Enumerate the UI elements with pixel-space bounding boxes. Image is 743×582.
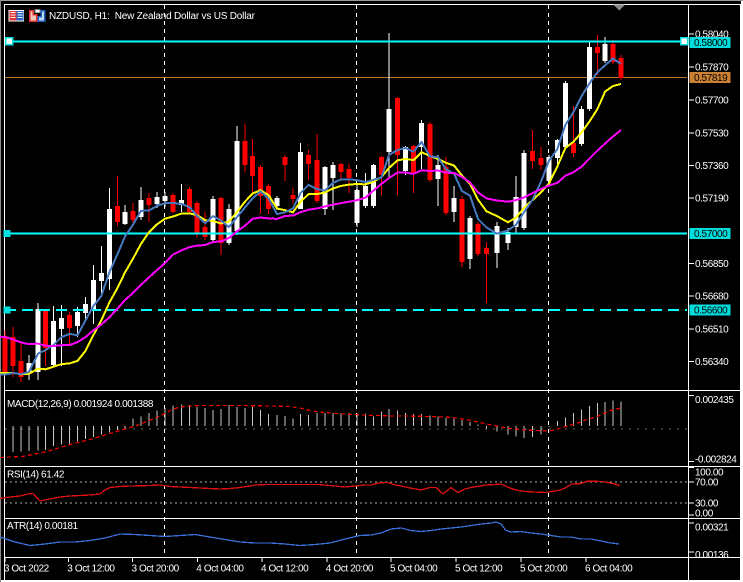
svg-text:100.00: 100.00 [695, 467, 724, 478]
svg-text:0.57000: 0.57000 [694, 229, 728, 240]
svg-text:MACD(12,26,9) 0.001924 0.00138: MACD(12,26,9) 0.001924 0.001388 [7, 399, 154, 410]
svg-text:0.57360: 0.57360 [695, 161, 729, 172]
svg-text:0.00321: 0.00321 [695, 522, 729, 533]
svg-text:NZDUSD, H1: New Zealand Dolla: NZDUSD, H1: New Zealand Dollar vs US Dol… [49, 11, 256, 22]
svg-text:0.58040: 0.58040 [695, 30, 729, 41]
svg-text:0.56600: 0.56600 [694, 306, 728, 317]
svg-text:30.00: 30.00 [695, 499, 719, 510]
svg-text:3 Oct 12:00: 3 Oct 12:00 [67, 564, 115, 575]
svg-text:0.00: 0.00 [695, 508, 714, 519]
svg-text:3 Oct 20:00: 3 Oct 20:00 [132, 564, 180, 575]
svg-text:0.56850: 0.56850 [695, 259, 729, 270]
svg-text:0.56510: 0.56510 [695, 325, 729, 336]
svg-text:0.57190: 0.57190 [695, 194, 729, 205]
svg-text:5 Oct 20:00: 5 Oct 20:00 [520, 564, 568, 575]
svg-text:ATR(14) 0.00181: ATR(14) 0.00181 [7, 521, 79, 532]
svg-text:RSI(14) 61.42: RSI(14) 61.42 [7, 470, 65, 481]
svg-text:0.56340: 0.56340 [695, 357, 729, 368]
svg-text:0.57700: 0.57700 [695, 96, 729, 107]
svg-text:0.002435: 0.002435 [695, 395, 734, 406]
svg-text:5 Oct 04:00: 5 Oct 04:00 [390, 564, 438, 575]
svg-text:70.00: 70.00 [695, 478, 719, 489]
svg-text:4 Oct 04:00: 4 Oct 04:00 [196, 564, 244, 575]
svg-text:0.56680: 0.56680 [695, 292, 729, 303]
svg-text:-0.002824: -0.002824 [695, 455, 737, 466]
svg-text:3 Oct 2022: 3 Oct 2022 [4, 564, 50, 575]
svg-text:0.58000: 0.58000 [694, 38, 728, 49]
svg-text:0.00136: 0.00136 [695, 550, 729, 561]
svg-text:4 Oct 12:00: 4 Oct 12:00 [261, 564, 309, 575]
svg-text:0.57530: 0.57530 [695, 129, 729, 140]
svg-text:5 Oct 12:00: 5 Oct 12:00 [455, 564, 503, 575]
svg-text:4 Oct 20:00: 4 Oct 20:00 [326, 564, 374, 575]
svg-text:6 Oct 04:00: 6 Oct 04:00 [585, 564, 633, 575]
svg-text:0.57819: 0.57819 [694, 73, 728, 84]
svg-text:0.57870: 0.57870 [695, 63, 729, 74]
